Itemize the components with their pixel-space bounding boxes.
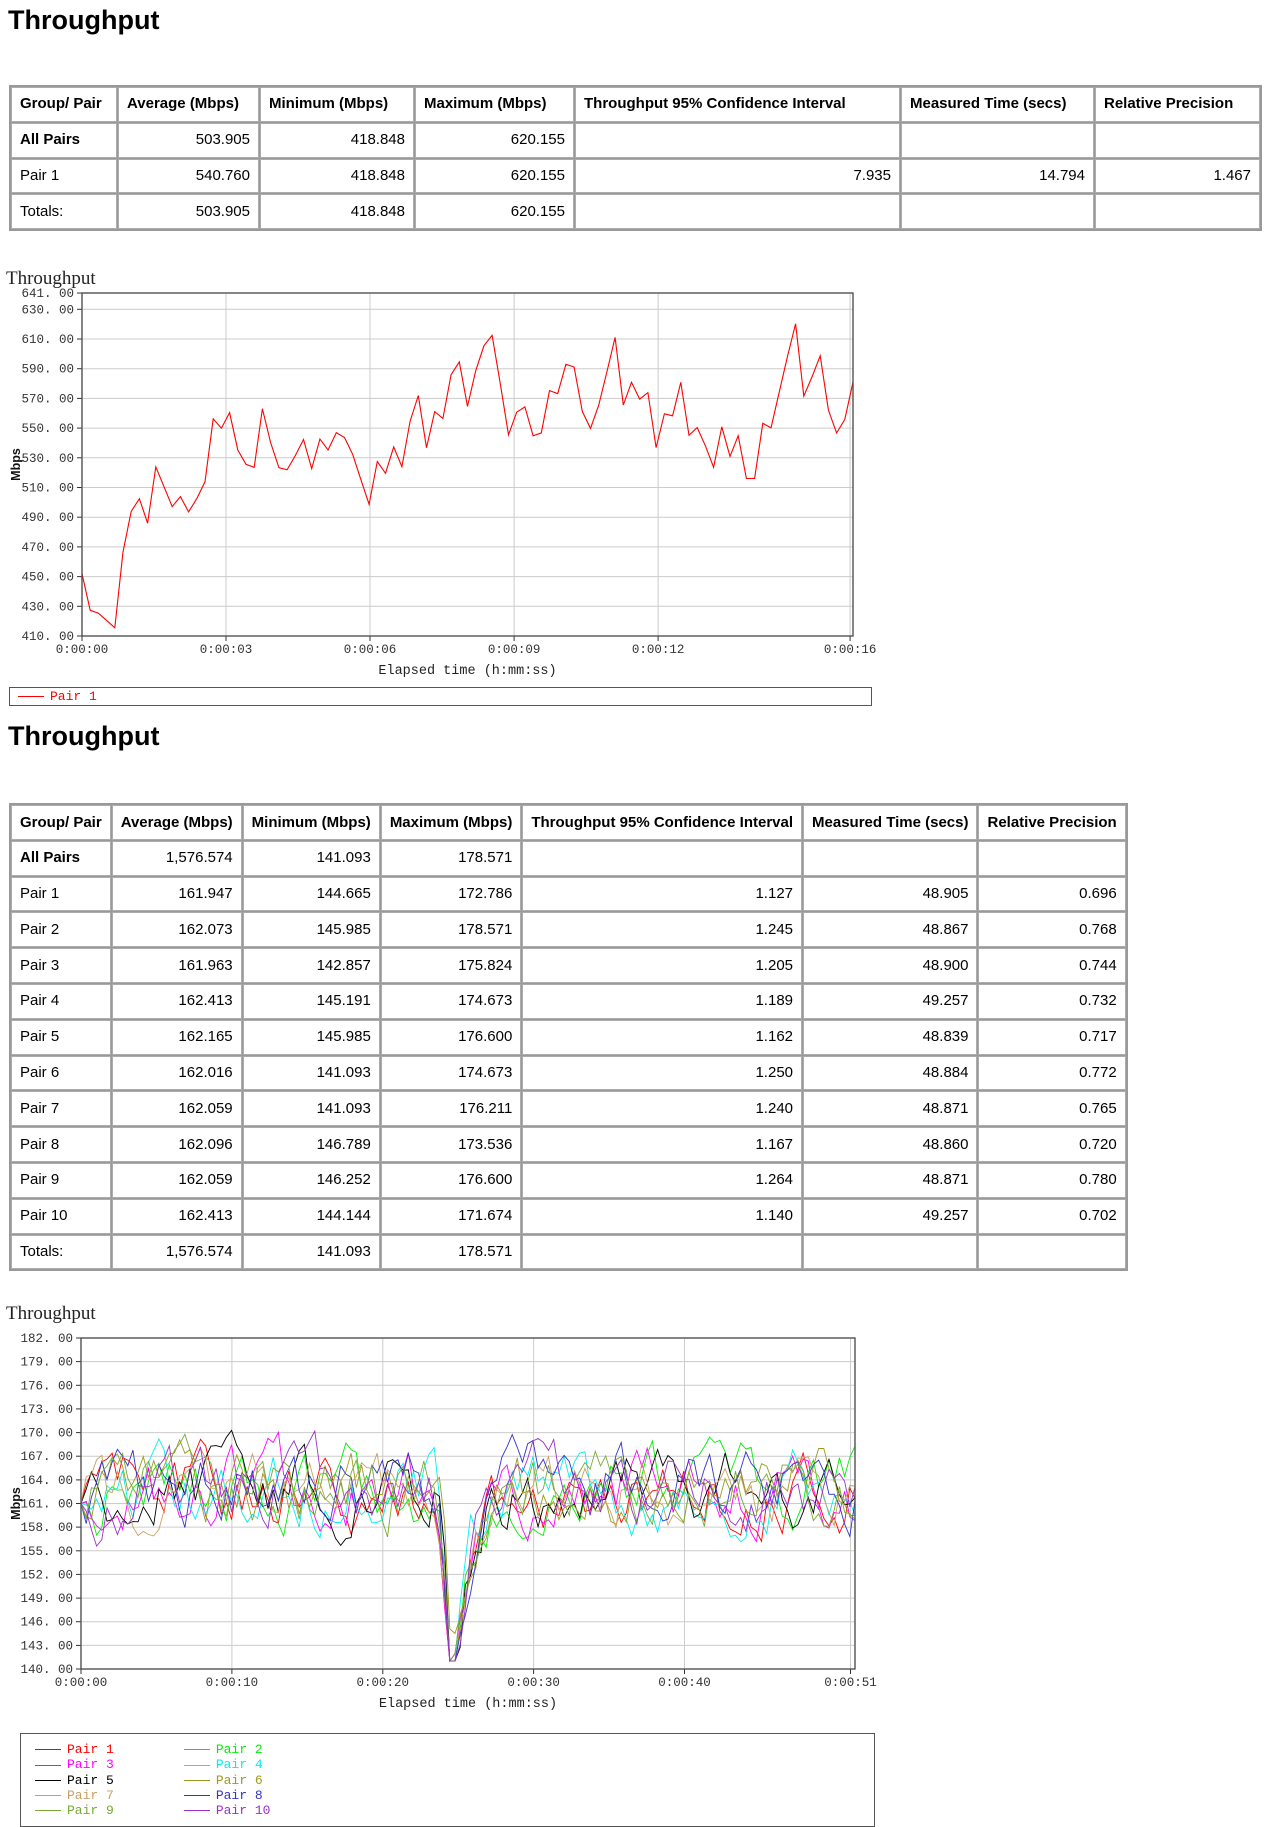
- svg-text:Elapsed time (h:mm:ss): Elapsed time (h:mm:ss): [378, 664, 556, 679]
- svg-text:152. 00: 152. 00: [20, 1569, 73, 1583]
- svg-text:450. 00: 450. 00: [21, 571, 74, 585]
- svg-text:182. 00: 182. 00: [20, 1332, 73, 1346]
- svg-text:164. 00: 164. 00: [20, 1474, 73, 1488]
- svg-text:641. 00: 641. 00: [21, 287, 74, 301]
- svg-text:143. 00: 143. 00: [20, 1640, 73, 1654]
- svg-text:158. 00: 158. 00: [20, 1521, 73, 1535]
- svg-text:550. 00: 550. 00: [21, 422, 74, 436]
- svg-text:155. 00: 155. 00: [20, 1545, 73, 1559]
- svg-text:170. 00: 170. 00: [20, 1427, 73, 1441]
- svg-text:0:00:10: 0:00:10: [206, 1676, 259, 1690]
- svg-text:161. 00: 161. 00: [20, 1498, 73, 1512]
- svg-text:176. 00: 176. 00: [20, 1380, 73, 1394]
- svg-text:610. 00: 610. 00: [21, 333, 74, 347]
- svg-text:0:00:40: 0:00:40: [658, 1676, 711, 1690]
- svg-text:146. 00: 146. 00: [20, 1616, 73, 1630]
- svg-text:530. 00: 530. 00: [21, 452, 74, 466]
- svg-text:149. 00: 149. 00: [20, 1592, 73, 1606]
- svg-text:590. 00: 590. 00: [21, 363, 74, 377]
- svg-text:0:00:00: 0:00:00: [56, 643, 109, 657]
- svg-text:0:00:30: 0:00:30: [507, 1676, 560, 1690]
- svg-text:490. 00: 490. 00: [21, 511, 74, 525]
- svg-text:410. 00: 410. 00: [21, 630, 74, 644]
- svg-text:140. 00: 140. 00: [20, 1663, 73, 1677]
- svg-text:630. 00: 630. 00: [21, 303, 74, 317]
- svg-text:0:00:06: 0:00:06: [344, 643, 397, 657]
- svg-text:0:00:20: 0:00:20: [357, 1676, 410, 1690]
- svg-text:0:00:16: 0:00:16: [824, 643, 877, 657]
- svg-text:0:00:09: 0:00:09: [488, 643, 541, 657]
- svg-text:Mbps: Mbps: [9, 1487, 23, 1520]
- svg-text:510. 00: 510. 00: [21, 482, 74, 496]
- svg-text:0:00:51: 0:00:51: [824, 1676, 877, 1690]
- svg-text:Mbps: Mbps: [9, 448, 23, 481]
- svg-text:Throughput: Throughput: [6, 1303, 96, 1324]
- svg-text:Elapsed time (h:mm:ss): Elapsed time (h:mm:ss): [379, 1697, 557, 1710]
- svg-text:0:00:12: 0:00:12: [632, 643, 685, 657]
- svg-text:0:00:00: 0:00:00: [55, 1676, 108, 1690]
- svg-text:570. 00: 570. 00: [21, 393, 74, 407]
- svg-text:430. 00: 430. 00: [21, 600, 74, 614]
- svg-text:0:00:03: 0:00:03: [200, 643, 253, 657]
- svg-text:Throughput: Throughput: [6, 268, 96, 289]
- svg-text:173. 00: 173. 00: [20, 1403, 73, 1417]
- svg-text:179. 00: 179. 00: [20, 1356, 73, 1370]
- svg-text:470. 00: 470. 00: [21, 541, 74, 555]
- svg-text:167. 00: 167. 00: [20, 1450, 73, 1464]
